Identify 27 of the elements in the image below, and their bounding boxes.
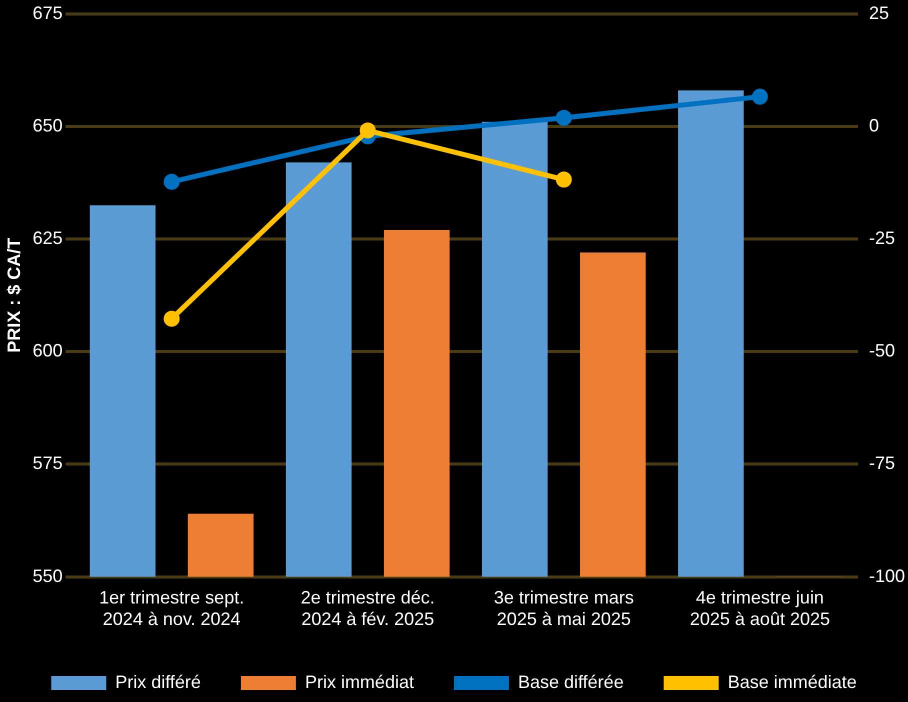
y-tick-label: 600 [32, 340, 63, 361]
y-tick-label: 625 [32, 228, 63, 248]
legend-label: Base différée [518, 672, 624, 692]
legend-label: Prix immédiat [304, 672, 414, 692]
y-axis-title: PRIX : $ CA/T [4, 238, 24, 353]
y2-tick-label: -75 [868, 453, 895, 474]
y2-tick-label: 0 [868, 115, 879, 136]
point [164, 310, 180, 327]
y2-tick-label: -50 [868, 340, 895, 361]
point [164, 174, 180, 190]
point [556, 110, 572, 126]
y-tick-label: 650 [32, 115, 63, 136]
y-tick-label: 575 [32, 453, 63, 474]
y2-tick-label: -25 [868, 228, 895, 248]
x-tick-label: 3e trimestre mars 2025 à mai 2025 [494, 588, 634, 630]
y2-tick-label: -100 [868, 566, 906, 586]
point [360, 122, 376, 138]
y2-tick-label: 25 [868, 2, 890, 23]
y-tick-label: 675 [32, 2, 63, 23]
x-tick-label: 1er trimestre sept. 2024 à nov. 2024 [99, 588, 244, 630]
x-tick-label: 4e trimestre juin 2025 à août 2025 [690, 588, 830, 630]
y-tick-label: 550 [32, 566, 63, 586]
legend-label: Base immédiate [728, 672, 857, 692]
legend-label: Prix différé [115, 672, 201, 692]
point [556, 172, 572, 188]
x-tick-label: 2e trimestre déc. 2024 à fév. 2025 [300, 588, 435, 630]
point [752, 88, 768, 105]
